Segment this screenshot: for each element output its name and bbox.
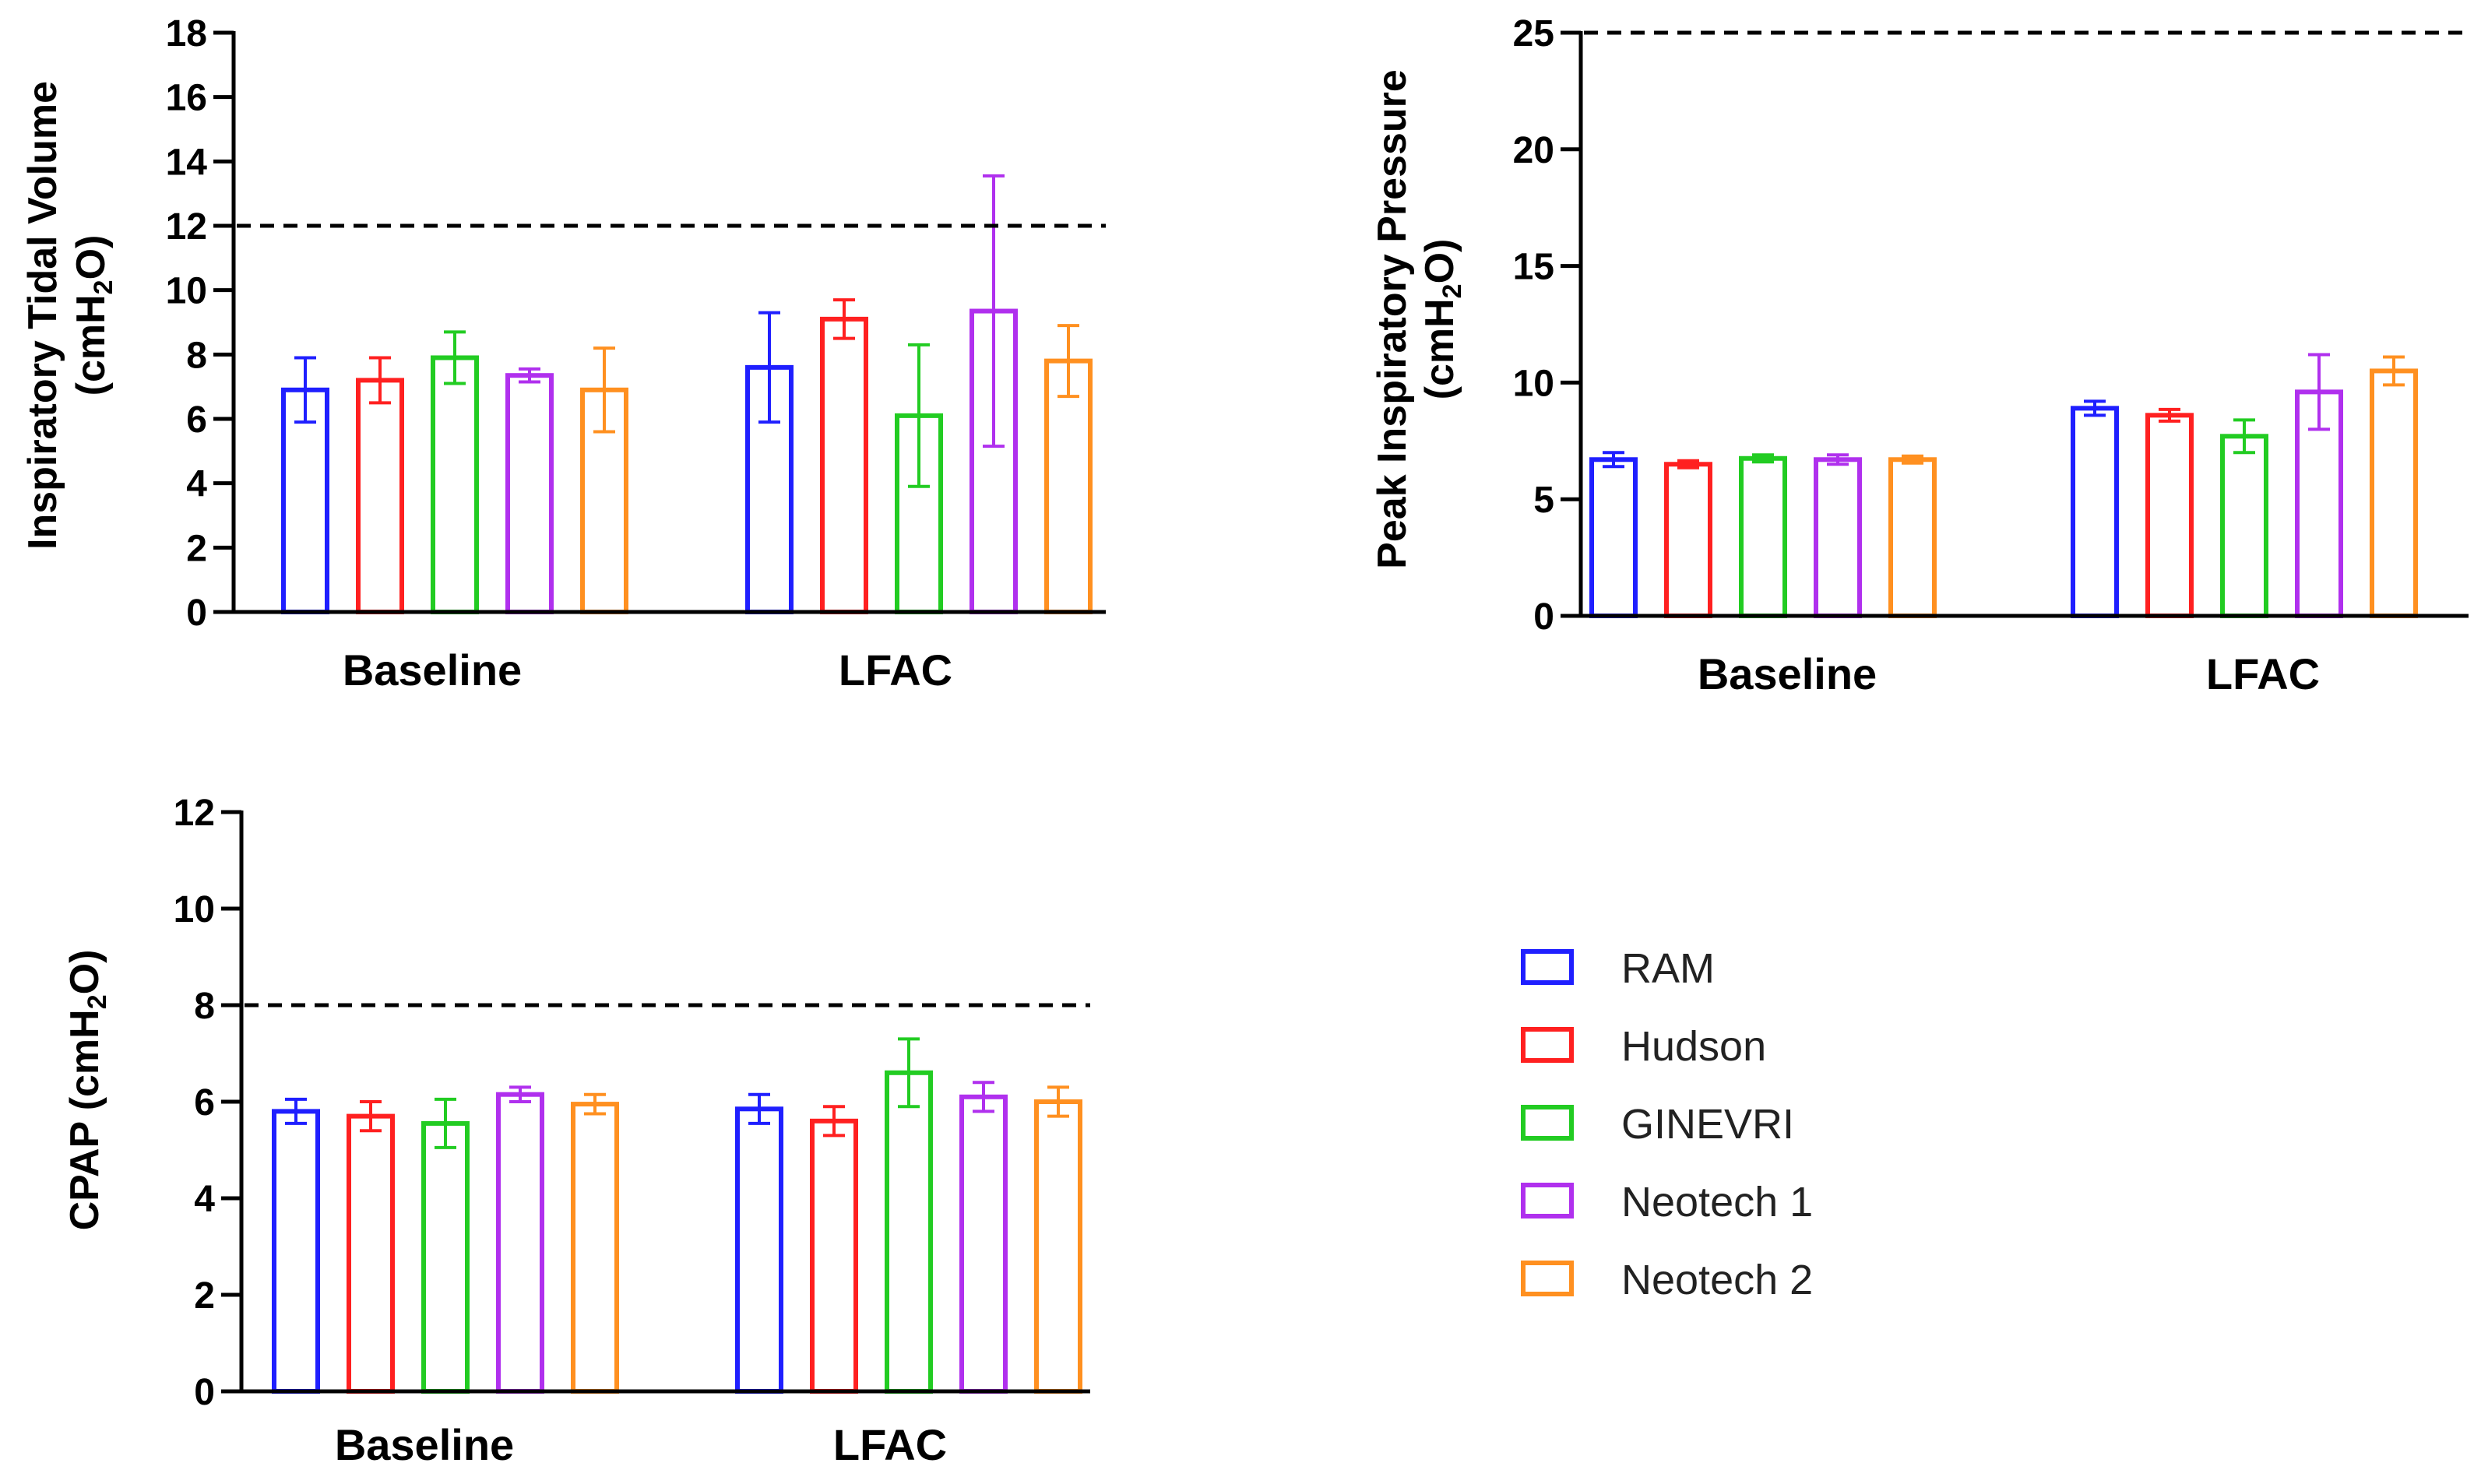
category-label-lfac: LFAC: [2206, 649, 2320, 698]
category-label-baseline: Baseline: [335, 1420, 514, 1469]
bar-neotech-1-baseline: [505, 373, 554, 614]
y-tick-label: 0: [1533, 596, 1554, 638]
y-tick-label: 0: [194, 1372, 215, 1413]
bar-ram-baseline: [1589, 457, 1638, 618]
category-label-baseline: Baseline: [1698, 649, 1877, 698]
bar-ginevri-lfac: [2220, 434, 2268, 618]
y-axis-title-unit: (cmH2O): [1417, 239, 1467, 400]
y-tick-label: 12: [174, 793, 215, 834]
legend-label-ram: RAM: [1621, 945, 1715, 992]
bar-ginevri-baseline: [421, 1120, 470, 1394]
y-tick-label: 4: [186, 464, 207, 505]
y-tick-label: 15: [1513, 247, 1554, 288]
y-tick-label: 10: [174, 889, 215, 930]
y-tick-label: 10: [166, 271, 207, 312]
bars-group: [281, 308, 1093, 614]
bar-hudson-baseline: [1664, 462, 1712, 619]
panel-tidal-volume: 0 2 4 6 8 10 12 14 16 18 Baseline LFAC Inspirator…: [20, 13, 1106, 695]
legend-item-hudson: Hudson: [1521, 1023, 1766, 1070]
error-bars-group: [285, 1037, 1069, 1149]
y-tick-label: 6: [186, 399, 207, 441]
bar-hudson-baseline: [347, 1113, 395, 1394]
bar-neotech-2-baseline: [571, 1102, 619, 1394]
bar-ram-lfac: [2071, 406, 2119, 619]
y-tick-label: 18: [166, 13, 207, 55]
bar-ram-baseline: [272, 1109, 320, 1394]
y-tick-label: 12: [166, 206, 207, 248]
legend-swatch-ginevri: [1521, 1105, 1574, 1141]
y-tick-label: 8: [194, 986, 215, 1027]
y-tick-label: 0: [186, 593, 207, 634]
y-tick-label: 4: [194, 1179, 215, 1220]
y-tick-label: 6: [194, 1082, 215, 1124]
y-axis-title: CPAP (cmH2O): [62, 950, 112, 1231]
y-axis-title-unit: (cmH2O): [69, 235, 118, 396]
bar-ginevri-lfac: [885, 1070, 933, 1394]
legend-swatch-hudson: [1521, 1027, 1574, 1063]
y-tick-label: 5: [1533, 480, 1554, 521]
legend-item-neotech-1: Neotech 1: [1521, 1179, 1813, 1226]
legend: RAM Hudson GINEVRI Neotech 1 Neotech 2: [1521, 945, 1813, 1303]
category-label-lfac: LFAC: [839, 645, 952, 695]
legend-label-neotech-2: Neotech 2: [1621, 1257, 1813, 1303]
panel-cpap: 0 2 4 6 8 10 12 Baseline LFAC CPAP (cmH2O): [62, 793, 1090, 1469]
legend-item-neotech-2: Neotech 2: [1521, 1257, 1813, 1303]
legend-label-neotech-1: Neotech 1: [1621, 1179, 1813, 1226]
bar-ginevri-baseline: [1739, 455, 1787, 619]
bars-group: [1589, 368, 2418, 619]
error-bars-group: [294, 174, 1079, 488]
y-axis-ticks: 0 2 4 6 8 10 12 14 16 18: [166, 13, 234, 634]
bar-neotech-2-baseline: [1888, 457, 1937, 618]
y-tick-label: 2: [186, 528, 207, 569]
y-tick-label: 14: [166, 142, 208, 183]
y-axis-ticks: 0 5 10 15 20 25: [1513, 13, 1581, 638]
category-label-lfac: LFAC: [833, 1420, 947, 1469]
bar-neotech-2-lfac: [2370, 368, 2418, 618]
category-label-baseline: Baseline: [343, 645, 522, 695]
error-bars-group: [1603, 353, 2405, 469]
bar-neotech-2-lfac: [1034, 1099, 1082, 1394]
bar-ram-lfac: [735, 1106, 783, 1394]
y-tick-label: 16: [166, 78, 207, 119]
legend-swatch-ram: [1521, 949, 1574, 985]
legend-item-ram: RAM: [1521, 945, 1715, 992]
bar-neotech-2-lfac: [1044, 358, 1093, 614]
bar-neotech-1-baseline: [496, 1092, 544, 1394]
y-tick-label: 2: [194, 1275, 215, 1317]
legend-item-ginevri: GINEVRI: [1521, 1101, 1794, 1148]
panel-peak-inspiratory-pressure: 0 5 10 15 20 25 Baseline LFAC Peak Inspirator…: [1370, 13, 2469, 698]
bar-hudson-lfac: [820, 316, 868, 614]
legend-swatch-neotech-2: [1521, 1261, 1574, 1296]
bar-neotech-1-baseline: [1814, 457, 1862, 618]
y-tick-label: 8: [186, 335, 207, 376]
bar-ginevri-baseline: [431, 355, 479, 614]
legend-swatch-neotech-1: [1521, 1183, 1574, 1218]
legend-label-hudson: Hudson: [1621, 1023, 1766, 1070]
bar-neotech-1-lfac: [959, 1094, 1008, 1394]
bar-hudson-lfac: [810, 1118, 858, 1394]
y-tick-label: 10: [1513, 363, 1554, 404]
legend-label-ginevri: GINEVRI: [1621, 1101, 1794, 1148]
bars-group: [272, 1070, 1082, 1394]
y-axis-title: Inspiratory Tidal Volume: [20, 81, 65, 550]
bar-hudson-lfac: [2145, 413, 2194, 618]
y-tick-label: 20: [1513, 130, 1554, 171]
y-axis-ticks: 0 2 4 6 8 10 12: [174, 793, 241, 1413]
bar-hudson-baseline: [356, 378, 404, 614]
y-axis-title: Peak Inspiratory Pressure: [1370, 69, 1415, 569]
y-tick-label: 25: [1513, 13, 1554, 55]
